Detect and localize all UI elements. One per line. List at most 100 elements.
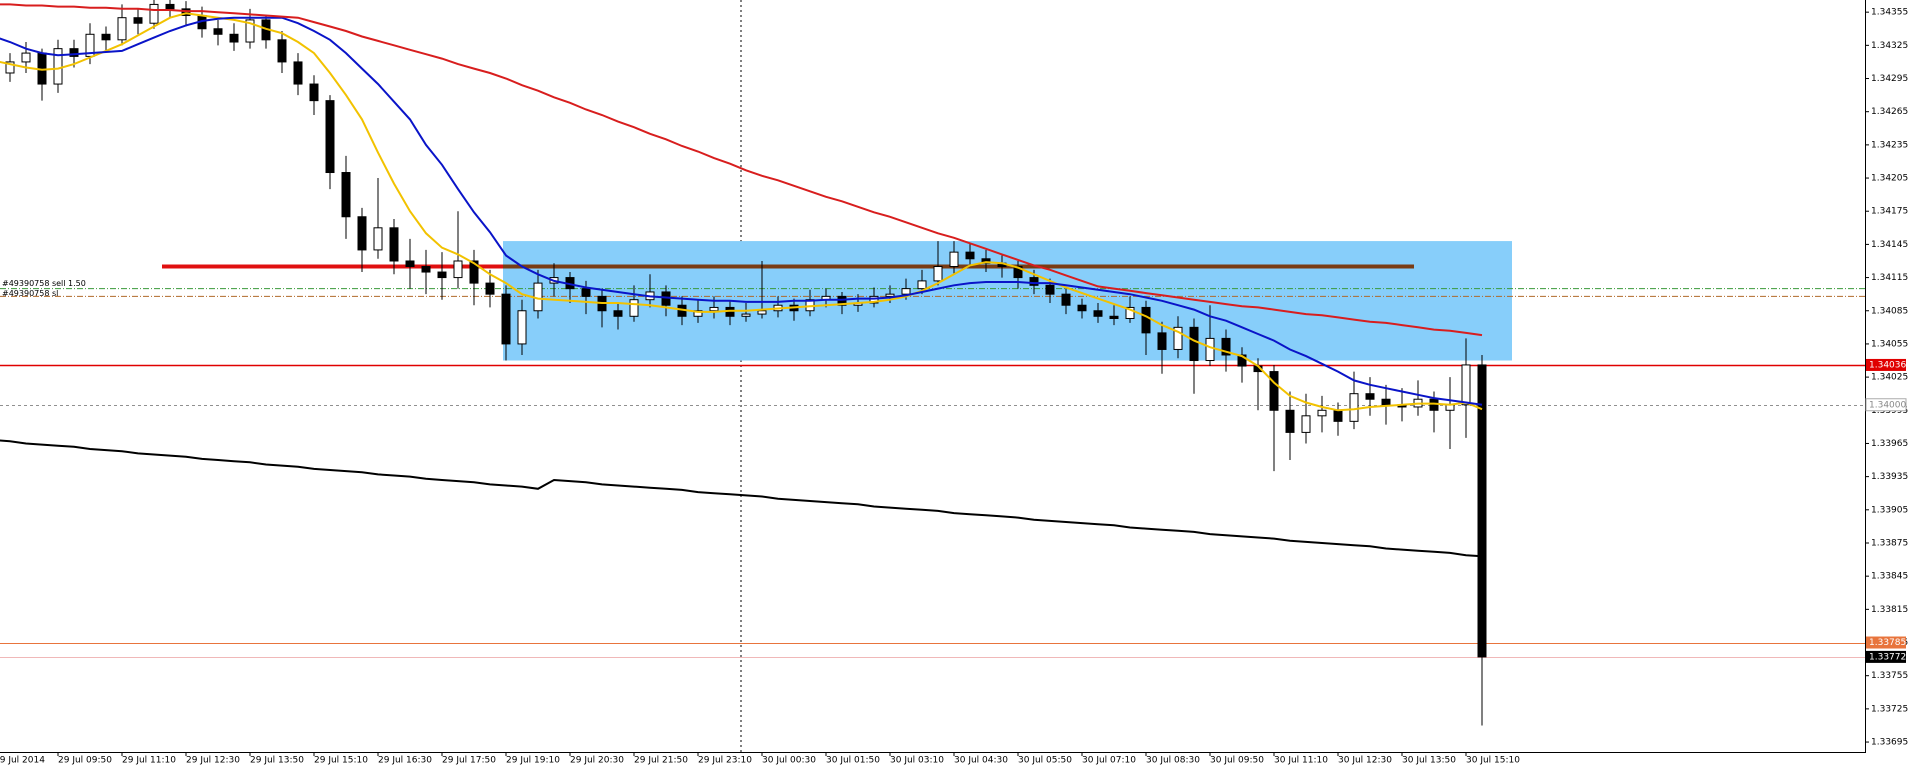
candle-body bbox=[181, 8, 191, 16]
candle-body bbox=[709, 306, 719, 312]
y-tick-label: 1.34055 bbox=[1871, 339, 1908, 349]
x-tick-label: 30 Jul 05:50 bbox=[1018, 756, 1072, 765]
y-tick-label: 1.34265 bbox=[1871, 107, 1908, 117]
candle-body bbox=[133, 17, 143, 24]
candle-body bbox=[613, 310, 623, 317]
y-tick-label: 1.34355 bbox=[1871, 8, 1908, 18]
candle-body bbox=[213, 28, 223, 35]
y-tick-label: 1.33905 bbox=[1871, 505, 1908, 515]
candle-body bbox=[309, 83, 319, 102]
x-tick-label: 30 Jul 04:30 bbox=[954, 756, 1008, 765]
candle-body bbox=[341, 172, 351, 218]
candle-body bbox=[1029, 277, 1039, 286]
candle-body bbox=[693, 310, 703, 317]
candle-body bbox=[389, 227, 399, 262]
trade-label: #49390758 sl bbox=[2, 289, 58, 298]
x-tick-label: 29 Jul 2014 bbox=[0, 756, 45, 765]
y-tick-label: 1.33875 bbox=[1871, 538, 1908, 548]
candle-body bbox=[277, 39, 287, 63]
candle-body bbox=[1333, 409, 1343, 422]
candle-body bbox=[1381, 398, 1391, 406]
x-tick-label: 29 Jul 15:10 bbox=[314, 756, 368, 765]
candle-body bbox=[869, 295, 879, 304]
x-tick-label: 29 Jul 13:50 bbox=[250, 756, 304, 765]
price-tag-label: 1.33772 bbox=[1869, 652, 1906, 662]
price-tag bbox=[1866, 636, 1906, 649]
y-tick-label: 1.34025 bbox=[1871, 373, 1908, 383]
y-tick-label: 1.33755 bbox=[1871, 671, 1908, 681]
candle-body bbox=[293, 61, 303, 85]
candle-body bbox=[1077, 304, 1087, 312]
candle-body bbox=[1221, 337, 1231, 356]
candle-body bbox=[933, 266, 943, 282]
price-tag bbox=[1866, 358, 1906, 371]
x-tick-label: 30 Jul 08:30 bbox=[1146, 756, 1200, 765]
candle-body bbox=[1317, 409, 1327, 417]
y-tick-label: 1.34175 bbox=[1871, 207, 1908, 217]
y-tick-label: 1.33725 bbox=[1871, 704, 1908, 714]
candle-body bbox=[1125, 306, 1135, 319]
candle-body bbox=[21, 52, 31, 63]
indicator-line bbox=[0, 16, 1483, 406]
x-tick-label: 30 Jul 00:30 bbox=[762, 756, 816, 765]
x-tick-label: 29 Jul 16:30 bbox=[378, 756, 432, 765]
y-tick-label: 1.33815 bbox=[1871, 605, 1908, 615]
x-tick-label: 29 Jul 23:10 bbox=[698, 756, 752, 765]
zone bbox=[503, 241, 1512, 361]
x-tick-label: 30 Jul 03:10 bbox=[890, 756, 944, 765]
price-tag bbox=[1866, 650, 1906, 663]
candle-body bbox=[469, 260, 479, 284]
y-tick-label: 1.33935 bbox=[1871, 472, 1908, 482]
candle-body bbox=[629, 299, 639, 317]
x-tick-label: 29 Jul 19:10 bbox=[506, 756, 560, 765]
candle-body bbox=[1349, 393, 1359, 422]
candle-body bbox=[117, 17, 127, 41]
candle-body bbox=[1237, 354, 1247, 367]
candle-body bbox=[325, 100, 335, 174]
x-tick-label: 29 Jul 12:30 bbox=[186, 756, 240, 765]
candle-body bbox=[1477, 364, 1487, 658]
candle-body bbox=[149, 3, 159, 24]
candle-body bbox=[53, 48, 63, 85]
indicator-line bbox=[0, 12, 1483, 412]
candle-body bbox=[357, 216, 367, 251]
candle-body bbox=[1157, 332, 1167, 350]
candle-body bbox=[1365, 393, 1375, 400]
candle-body bbox=[405, 260, 415, 268]
candle-body bbox=[917, 280, 927, 290]
candle-body bbox=[757, 310, 767, 315]
price-tag-label: 1.33785 bbox=[1869, 638, 1906, 648]
y-tick-label: 1.34295 bbox=[1871, 74, 1908, 84]
x-tick-label: 30 Jul 15:10 bbox=[1466, 756, 1520, 765]
x-tick-label: 30 Jul 07:10 bbox=[1082, 756, 1136, 765]
x-tick-label: 30 Jul 11:10 bbox=[1274, 756, 1328, 765]
candle-body bbox=[165, 3, 175, 10]
candle-body bbox=[373, 227, 383, 251]
y-tick-label: 1.34085 bbox=[1871, 306, 1908, 316]
candle-body bbox=[1141, 306, 1151, 334]
candle-body bbox=[5, 61, 15, 74]
candle-body bbox=[229, 33, 239, 43]
candle-body bbox=[837, 295, 847, 306]
x-tick-label: 29 Jul 17:50 bbox=[442, 756, 496, 765]
y-tick-label: 1.34145 bbox=[1871, 240, 1908, 250]
y-tick-label: 1.33965 bbox=[1871, 439, 1908, 449]
y-tick-label: 1.33695 bbox=[1871, 738, 1908, 748]
candle-body bbox=[1285, 409, 1295, 433]
candle-body bbox=[1173, 326, 1183, 350]
y-tick-label: 1.33845 bbox=[1871, 572, 1908, 582]
x-tick-label: 30 Jul 12:30 bbox=[1338, 756, 1392, 765]
candle-body bbox=[1269, 371, 1279, 411]
price-tag bbox=[1865, 398, 1907, 412]
candle-body bbox=[453, 260, 463, 279]
candle-body bbox=[949, 251, 959, 268]
candle-body bbox=[1109, 315, 1119, 319]
x-tick-label: 30 Jul 09:50 bbox=[1210, 756, 1264, 765]
y-tick-label: 1.34235 bbox=[1871, 140, 1908, 150]
x-tick-label: 29 Jul 11:10 bbox=[122, 756, 176, 765]
candle-body bbox=[421, 266, 431, 273]
candle-body bbox=[901, 288, 911, 295]
y-tick-label: 1.34325 bbox=[1871, 41, 1908, 51]
candle-body bbox=[1061, 293, 1071, 306]
candle-body bbox=[69, 48, 79, 57]
